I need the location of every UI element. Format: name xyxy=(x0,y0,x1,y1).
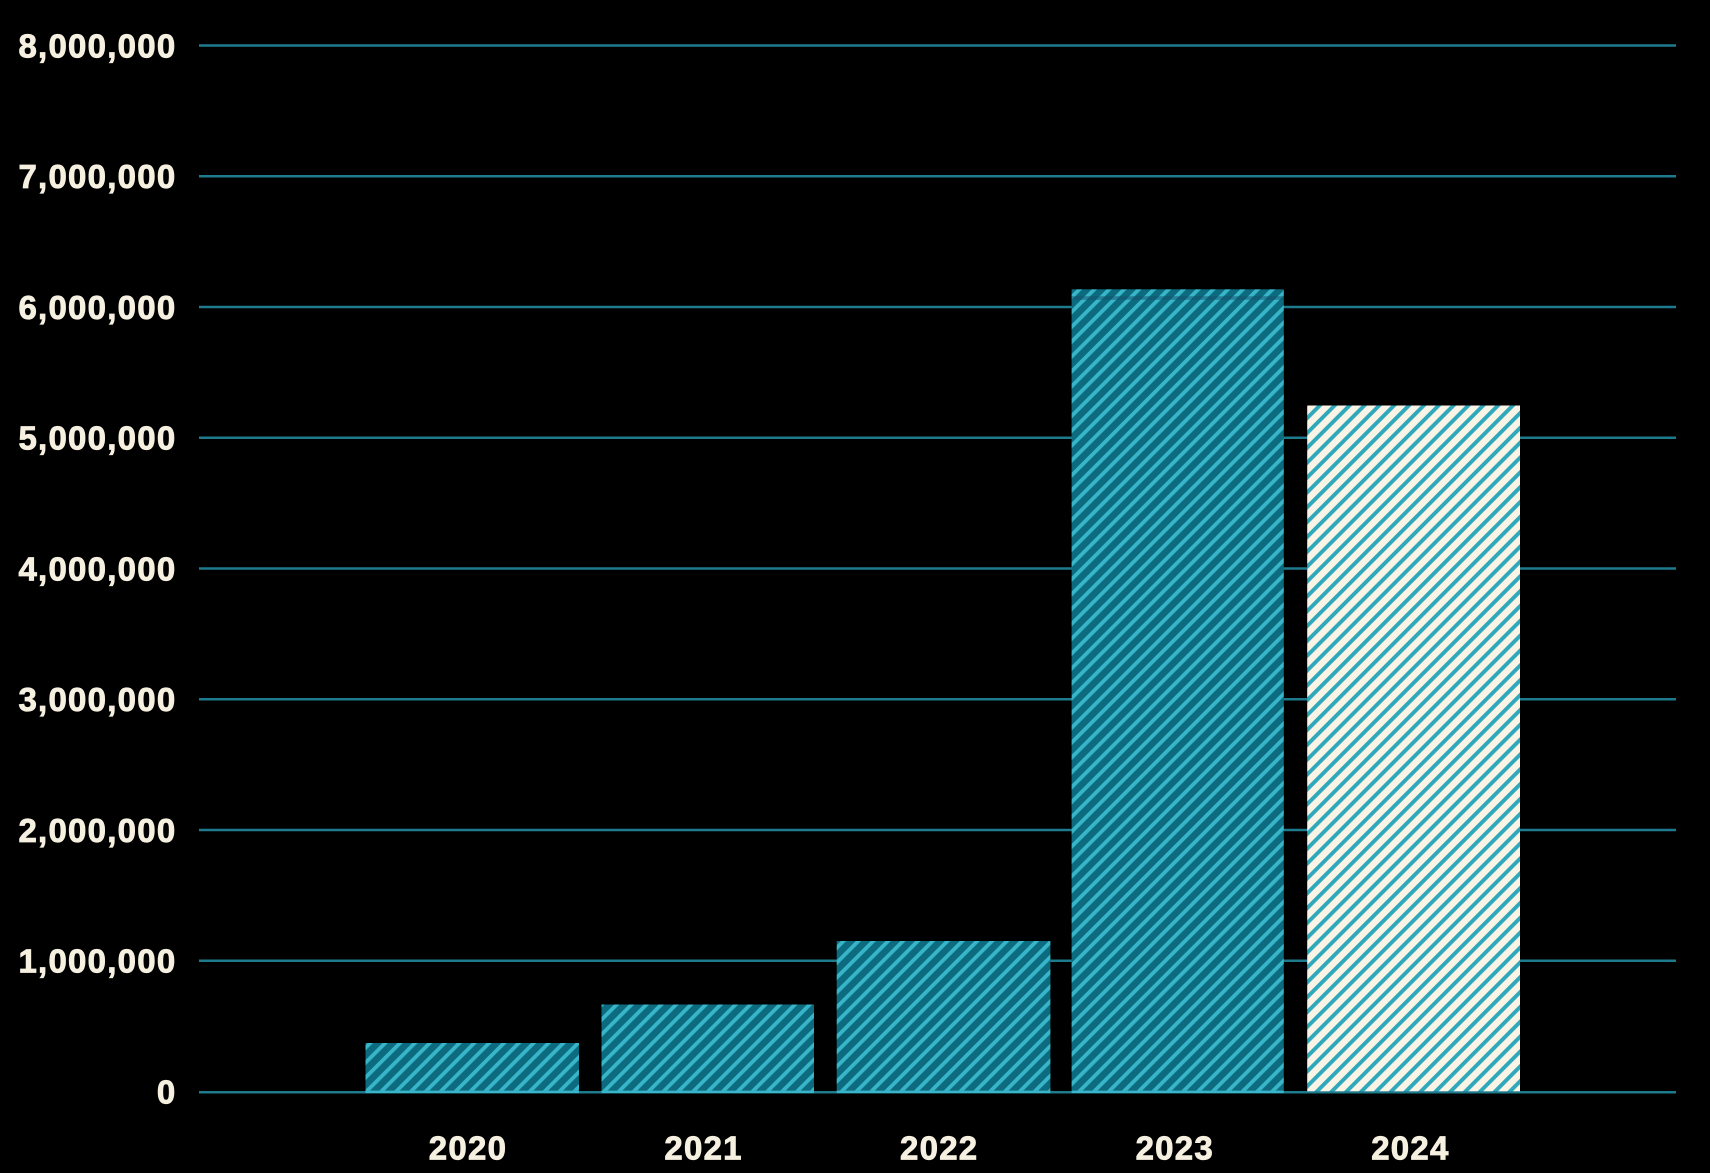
svg-text:2,000,000: 2,000,000 xyxy=(18,812,176,849)
svg-text:2023: 2023 xyxy=(1136,1130,1214,1167)
svg-text:7,000,000: 7,000,000 xyxy=(18,158,176,195)
svg-text:3,000,000: 3,000,000 xyxy=(18,681,176,718)
svg-text:2024: 2024 xyxy=(1371,1130,1449,1167)
svg-text:4,000,000: 4,000,000 xyxy=(18,550,176,587)
svg-text:8,000,000: 8,000,000 xyxy=(18,27,176,64)
svg-text:2022: 2022 xyxy=(900,1130,978,1167)
svg-text:5,000,000: 5,000,000 xyxy=(18,420,176,457)
svg-text:2021: 2021 xyxy=(664,1130,742,1167)
svg-text:6,000,000: 6,000,000 xyxy=(18,289,176,326)
svg-text:0: 0 xyxy=(157,1073,177,1110)
svg-text:2020: 2020 xyxy=(429,1130,507,1167)
svg-text:1,000,000: 1,000,000 xyxy=(18,943,176,980)
